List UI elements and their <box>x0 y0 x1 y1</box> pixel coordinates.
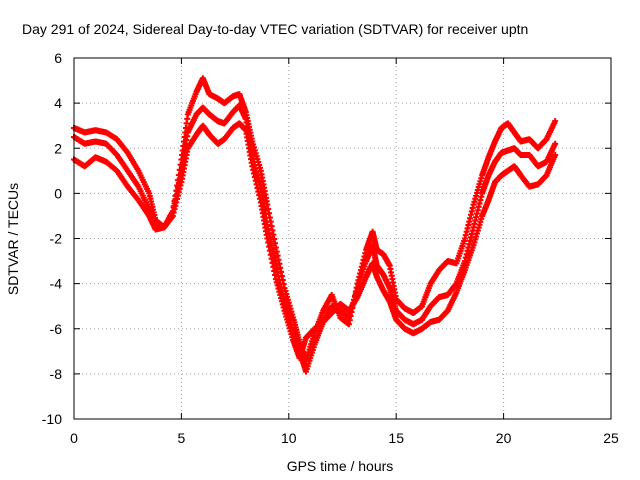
x-tick-label: 15 <box>388 430 404 446</box>
y-axis-label: SDTVAR / TECUs <box>5 183 21 295</box>
data-point <box>552 152 559 159</box>
chart-title: Day 291 of 2024, Sidereal Day-to-day VTE… <box>22 21 528 37</box>
y-tick-label: -8 <box>50 366 63 382</box>
y-tick-label: -6 <box>50 321 63 337</box>
data-points <box>71 75 559 375</box>
data-point <box>552 118 559 125</box>
y-tick-label: 0 <box>54 185 62 201</box>
y-tick-label: -4 <box>50 276 63 292</box>
y-tick-label: -10 <box>42 411 62 427</box>
x-tick-label: 20 <box>496 430 512 446</box>
grid <box>74 58 611 419</box>
x-tick-label: 0 <box>70 430 78 446</box>
y-tick-label: -2 <box>50 231 63 247</box>
axis-ticks <box>73 57 612 420</box>
y-tick-label: 6 <box>54 50 62 66</box>
y-tick-label: 4 <box>54 95 62 111</box>
x-axis-label: GPS time / hours <box>287 458 394 474</box>
x-tick-label: 25 <box>603 430 619 446</box>
x-tick-label: 10 <box>281 430 297 446</box>
x-tick-label: 5 <box>178 430 186 446</box>
data-point <box>552 140 559 147</box>
y-tick-label: 2 <box>54 140 62 156</box>
